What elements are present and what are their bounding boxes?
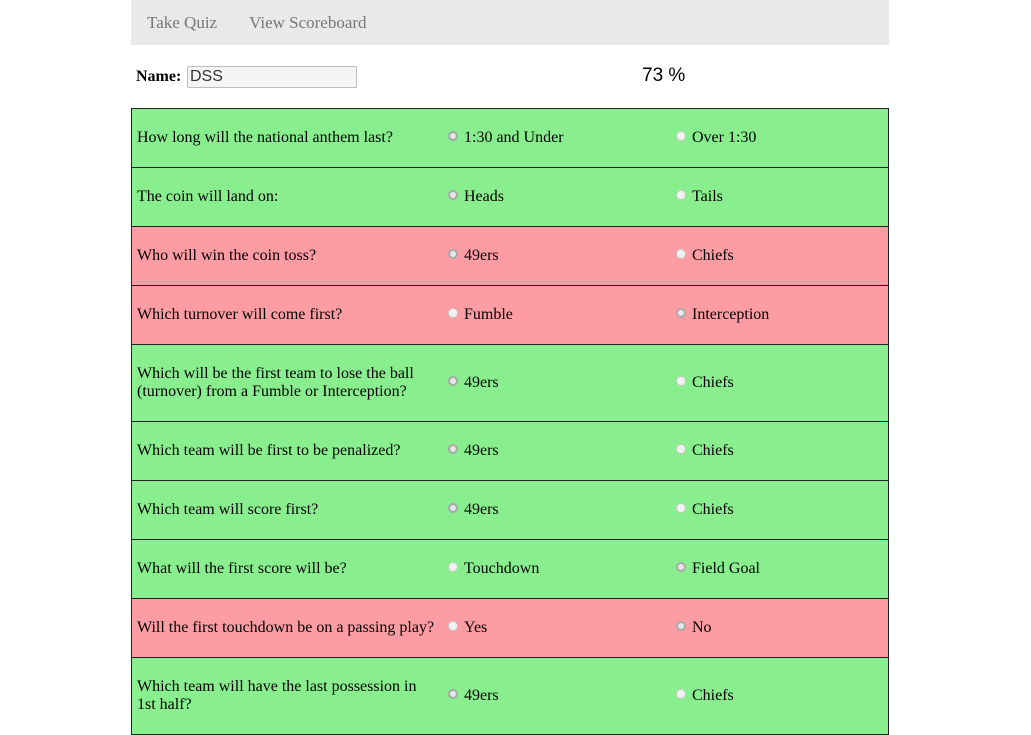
- question-text: Who will win the coin toss?: [137, 247, 317, 264]
- question-text: Which team will score first?: [137, 501, 319, 518]
- question-row: Will the first touchdown be on a passing…: [132, 599, 888, 658]
- radio-button[interactable]: [448, 190, 458, 200]
- answer-label: Heads: [464, 188, 504, 205]
- answer-option-a[interactable]: 49ers: [448, 501, 499, 519]
- answer-label: Over 1:30: [692, 129, 757, 146]
- name-input[interactable]: [187, 66, 357, 88]
- radio-button[interactable]: [676, 190, 686, 200]
- answer-option-a[interactable]: 49ers: [448, 442, 499, 460]
- answer-label: 49ers: [464, 442, 499, 459]
- answer-option-b[interactable]: Chiefs: [676, 374, 734, 392]
- answer-option-b[interactable]: Over 1:30: [676, 129, 756, 147]
- top-nav: Take Quiz View Scoreboard: [131, 0, 889, 45]
- answer-label: 49ers: [464, 687, 499, 704]
- answer-label: Chiefs: [692, 501, 734, 518]
- answer-option-a[interactable]: 49ers: [448, 374, 499, 392]
- radio-button[interactable]: [448, 444, 458, 454]
- question-text: Which team will have the last possession…: [137, 678, 417, 713]
- radio-button[interactable]: [676, 376, 686, 386]
- answer-option-a[interactable]: 1:30 and Under: [448, 129, 564, 147]
- question-text: Which will be the first team to lose the…: [137, 365, 414, 400]
- question-text: Which team will be first to be penalized…: [137, 442, 401, 459]
- radio-button[interactable]: [448, 131, 458, 141]
- radio-button[interactable]: [448, 689, 458, 699]
- answer-option-b[interactable]: Tails: [676, 188, 723, 206]
- radio-button[interactable]: [448, 621, 458, 631]
- answer-label: 49ers: [464, 501, 499, 518]
- answer-label: 49ers: [464, 247, 499, 264]
- page-container: Take Quiz View Scoreboard Name: 73 % How…: [131, 0, 889, 735]
- nav-take-quiz-link[interactable]: Take Quiz: [147, 13, 218, 32]
- radio-button[interactable]: [676, 308, 686, 318]
- radio-button[interactable]: [448, 376, 458, 386]
- answer-option-a[interactable]: 49ers: [448, 247, 499, 265]
- answer-option-b[interactable]: Chiefs: [676, 442, 734, 460]
- question-row: What will the first score will be? Touchd…: [132, 540, 888, 599]
- answer-option-b[interactable]: Chiefs: [676, 247, 734, 265]
- question-row: The coin will land on: Heads Tails: [132, 168, 888, 227]
- question-row: How long will the national anthem last? 1…: [132, 109, 888, 168]
- answer-option-a[interactable]: Yes: [448, 619, 487, 637]
- answer-option-b[interactable]: Field Goal: [676, 560, 760, 578]
- answer-label: Tails: [692, 188, 723, 205]
- answer-option-b[interactable]: No: [676, 619, 712, 637]
- answer-label: Field Goal: [692, 560, 760, 577]
- radio-button[interactable]: [448, 249, 458, 259]
- answer-option-a[interactable]: Touchdown: [448, 560, 539, 578]
- nav-view-scoreboard-link[interactable]: View Scoreboard: [249, 13, 367, 32]
- question-row: Which team will score first? 49ers Chiefs: [132, 481, 888, 540]
- answer-label: Chiefs: [692, 374, 734, 391]
- answer-option-a[interactable]: Fumble: [448, 306, 513, 324]
- radio-button[interactable]: [676, 131, 686, 141]
- answer-label: No: [692, 619, 712, 636]
- question-text: How long will the national anthem last?: [137, 129, 393, 146]
- answer-label: Touchdown: [464, 560, 540, 577]
- question-row: Which team will be first to be penalized…: [132, 422, 888, 481]
- answer-option-b[interactable]: Interception: [676, 306, 769, 324]
- score-percent: 73 %: [642, 65, 686, 86]
- answer-label: Chiefs: [692, 687, 734, 704]
- answer-option-b[interactable]: Chiefs: [676, 687, 734, 705]
- question-text: The coin will land on:: [137, 188, 279, 205]
- question-text: Which turnover will come first?: [137, 306, 343, 323]
- question-row: Which turnover will come first? Fumble Int…: [132, 286, 888, 345]
- question-row: Which team will have the last possession…: [132, 658, 888, 735]
- answer-option-a[interactable]: Heads: [448, 188, 504, 206]
- quiz-table: How long will the national anthem last? 1…: [131, 108, 889, 735]
- answer-label: 49ers: [464, 374, 499, 391]
- answer-label: Chiefs: [692, 442, 734, 459]
- name-label: Name:: [136, 68, 182, 85]
- radio-button[interactable]: [448, 308, 458, 318]
- radio-button[interactable]: [676, 503, 686, 513]
- answer-label: Fumble: [464, 306, 513, 323]
- answer-option-a[interactable]: 49ers: [448, 687, 499, 705]
- radio-button[interactable]: [448, 562, 458, 572]
- answer-option-b[interactable]: Chiefs: [676, 501, 734, 519]
- question-text: Will the first touchdown be on a passing…: [137, 619, 435, 636]
- radio-button[interactable]: [676, 689, 686, 699]
- radio-button[interactable]: [448, 503, 458, 513]
- question-row: Who will win the coin toss? 49ers Chiefs: [132, 227, 888, 286]
- radio-button[interactable]: [676, 562, 686, 572]
- radio-button[interactable]: [676, 621, 686, 631]
- question-row: Which will be the first team to lose the…: [132, 345, 888, 422]
- answer-label: 1:30 and Under: [464, 129, 564, 146]
- answer-label: Chiefs: [692, 247, 734, 264]
- answer-label: Interception: [692, 306, 770, 323]
- radio-button[interactable]: [676, 249, 686, 259]
- radio-button[interactable]: [676, 444, 686, 454]
- question-text: What will the first score will be?: [137, 560, 347, 577]
- answer-label: Yes: [464, 619, 488, 636]
